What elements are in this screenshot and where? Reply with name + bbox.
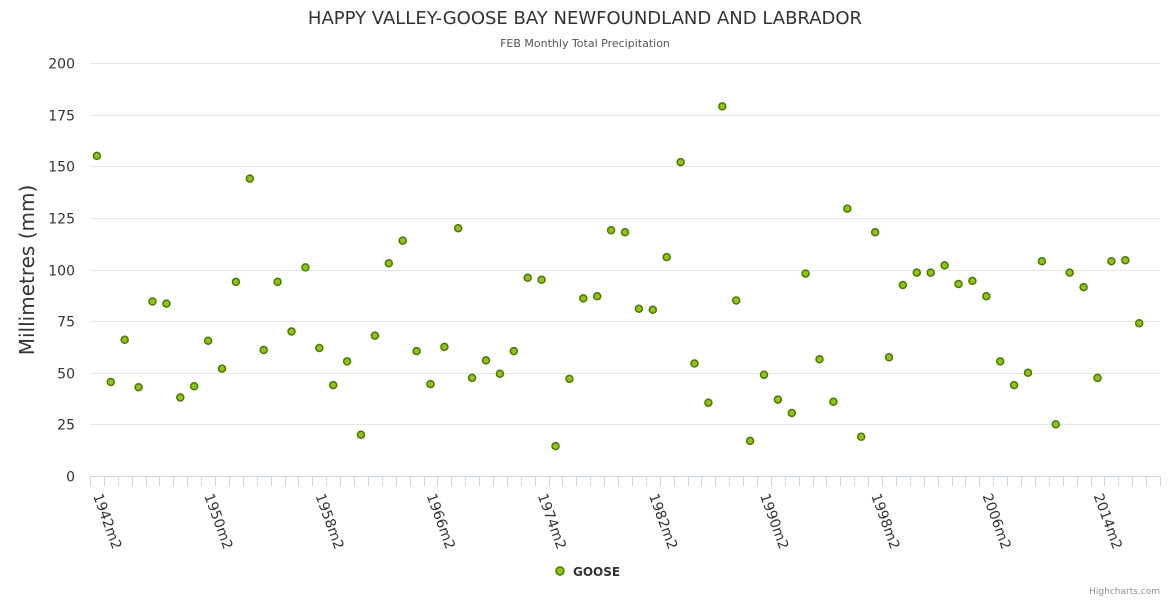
data-point[interactable]: [718, 102, 727, 111]
data-point[interactable]: [1134, 318, 1144, 328]
y-tick-label: 25: [57, 418, 75, 434]
y-tick-label: 50: [57, 367, 75, 383]
data-point[interactable]: [648, 305, 658, 315]
credits-link[interactable]: Highcharts.com: [1089, 587, 1160, 597]
data-point[interactable]: [745, 436, 755, 446]
data-point[interactable]: [1065, 268, 1074, 277]
data-point[interactable]: [1093, 373, 1102, 383]
data-point[interactable]: [843, 204, 852, 213]
data-point[interactable]: [189, 381, 199, 391]
data-point[interactable]: [1023, 368, 1033, 378]
data-point[interactable]: [245, 174, 255, 183]
data-point[interactable]: [315, 343, 324, 353]
y-axis-ticks: 0 25 50 75 100 125 150 175 200: [48, 57, 75, 486]
data-point[interactable]: [634, 304, 644, 313]
series-goose-points: [92, 102, 1144, 451]
data-point[interactable]: [940, 261, 949, 270]
data-point[interactable]: [551, 441, 560, 451]
data-point[interactable]: [106, 377, 116, 387]
data-point[interactable]: [565, 374, 574, 384]
data-point[interactable]: [1051, 420, 1061, 429]
data-point[interactable]: [162, 299, 171, 308]
data-point[interactable]: [523, 273, 532, 283]
data-point[interactable]: [356, 430, 366, 439]
data-point[interactable]: [912, 268, 922, 277]
data-point[interactable]: [1037, 256, 1047, 266]
data-point[interactable]: [301, 263, 310, 272]
data-point[interactable]: [773, 395, 783, 404]
y-tick-label: 125: [48, 212, 75, 228]
data-point[interactable]: [856, 432, 866, 442]
chart-subtitle: FEB Monthly Total Precipitation: [500, 37, 670, 50]
data-point[interactable]: [148, 297, 157, 306]
data-point[interactable]: [495, 369, 505, 379]
data-point[interactable]: [342, 357, 352, 366]
data-point[interactable]: [954, 279, 963, 289]
legend-marker-icon[interactable]: [555, 566, 565, 576]
data-point[interactable]: [231, 277, 241, 287]
data-point[interactable]: [537, 275, 546, 285]
data-point[interactable]: [384, 259, 394, 268]
data-point[interactable]: [370, 331, 380, 340]
data-point[interactable]: [412, 346, 421, 356]
data-point[interactable]: [328, 380, 338, 390]
data-point[interactable]: [759, 370, 769, 380]
y-axis-label: Millimetres (mm): [15, 185, 39, 356]
data-point[interactable]: [203, 336, 213, 345]
data-point[interactable]: [92, 151, 102, 161]
data-point[interactable]: [1079, 282, 1088, 292]
data-point[interactable]: [662, 252, 671, 262]
data-point[interactable]: [606, 226, 616, 235]
data-point[interactable]: [787, 408, 797, 418]
data-point[interactable]: [870, 228, 880, 237]
data-point[interactable]: [1121, 255, 1130, 265]
data-point[interactable]: [815, 355, 824, 364]
data-point[interactable]: [579, 294, 588, 303]
data-point[interactable]: [926, 268, 935, 277]
data-point[interactable]: [690, 359, 699, 368]
data-point[interactable]: [731, 296, 741, 305]
data-point[interactable]: [1107, 256, 1116, 266]
data-point[interactable]: [509, 346, 519, 356]
data-point[interactable]: [1009, 380, 1019, 390]
data-point[interactable]: [592, 292, 602, 301]
data-point[interactable]: [481, 356, 491, 365]
data-point[interactable]: [801, 269, 810, 278]
y-tick-label: 0: [66, 470, 75, 486]
data-point[interactable]: [398, 236, 407, 245]
y-tick-label: 75: [57, 315, 75, 331]
data-point[interactable]: [676, 157, 685, 167]
y-tick-label: 150: [48, 160, 75, 176]
data-point[interactable]: [467, 373, 477, 383]
data-point[interactable]: [620, 228, 630, 237]
data-point[interactable]: [995, 357, 1005, 366]
y-tick-label: 100: [48, 264, 75, 280]
data-point[interactable]: [968, 276, 977, 286]
legend[interactable]: GOOSE: [555, 565, 620, 579]
chart-title: HAPPY VALLEY-GOOSE BAY NEWFOUNDLAND AND …: [308, 8, 862, 29]
data-point[interactable]: [176, 393, 185, 402]
data-point[interactable]: [898, 280, 908, 290]
data-point[interactable]: [884, 353, 894, 362]
data-point[interactable]: [217, 364, 227, 373]
data-point[interactable]: [287, 327, 296, 336]
data-point[interactable]: [440, 342, 449, 352]
data-point[interactable]: [120, 335, 129, 344]
data-point[interactable]: [453, 223, 463, 233]
data-point[interactable]: [982, 292, 991, 301]
data-point[interactable]: [134, 382, 143, 392]
legend-item-goose[interactable]: GOOSE: [573, 565, 620, 579]
data-point[interactable]: [704, 398, 713, 407]
grid-lines: [90, 63, 1160, 425]
data-point[interactable]: [259, 345, 268, 355]
data-point[interactable]: [273, 277, 282, 287]
y-tick-label: 200: [48, 57, 75, 73]
y-tick-label: 175: [48, 109, 75, 125]
data-point[interactable]: [829, 397, 838, 406]
data-point[interactable]: [426, 379, 435, 389]
